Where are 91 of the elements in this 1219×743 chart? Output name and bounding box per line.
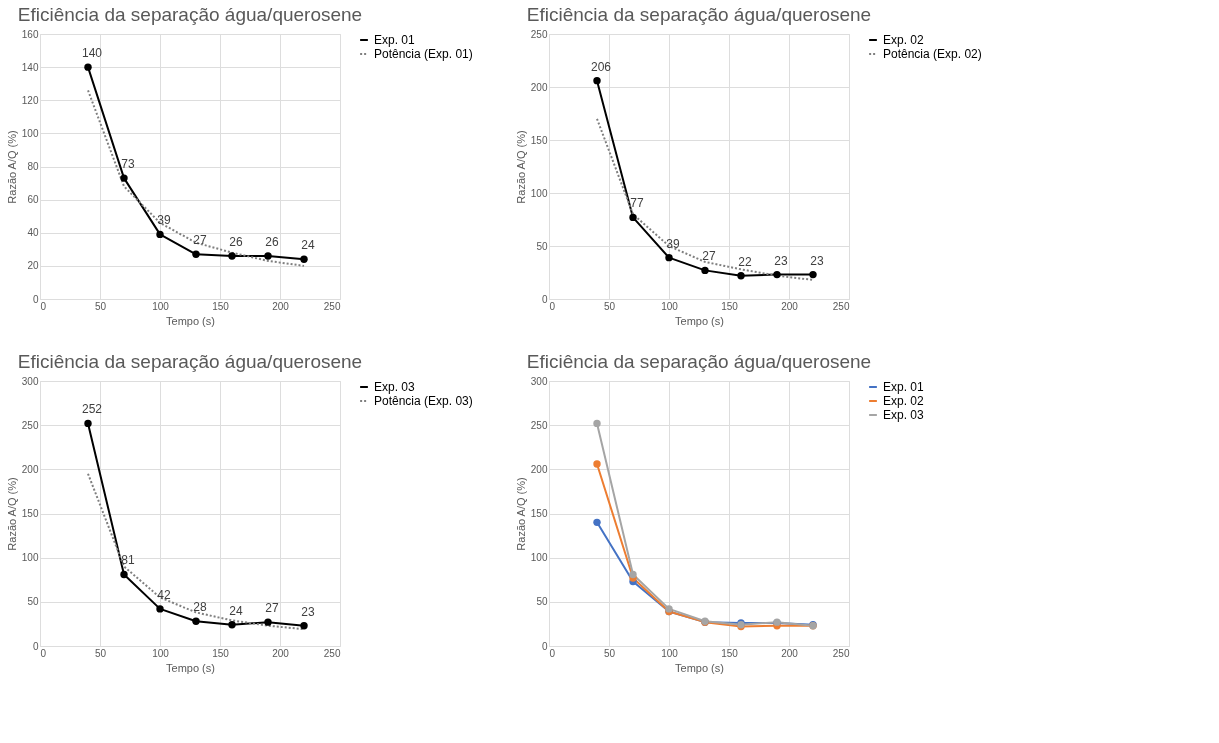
y-tick-label: 250 [530,28,548,40]
data-label: 81 [121,553,135,568]
data-label: 23 [301,604,315,619]
data-label: 27 [265,601,279,616]
legend-label: Potência (Exp. 01) [374,47,473,61]
data-label: 140 [81,46,103,61]
x-tick-label: 50 [603,647,616,659]
y-tick-label: 20 [27,260,39,272]
data-label: 22 [738,254,752,269]
chart-title: Eficiência da separação água/querosene [17,4,363,25]
y-axis-title: Razão A/Q (%) [514,477,527,551]
data-label: 39 [666,236,680,251]
y-tick-label: 250 [530,419,548,431]
x-tick-label: 150 [721,647,739,659]
chart-title: Eficiência da separação água/querosene [526,4,872,25]
data-label: 252 [81,402,103,417]
x-tick-label: 150 [212,300,230,312]
y-tick-label: 40 [27,227,39,239]
data-label: 73 [121,157,135,172]
chart-title: Eficiência da separação água/querosene [17,351,363,372]
y-tick-label: 150 [530,508,548,519]
data-label: 39 [157,213,171,228]
x-tick-label: 100 [152,647,170,659]
y-tick-label: 250 [21,419,39,431]
y-tick-label: 100 [530,187,548,199]
y-tick-label: 300 [530,375,548,387]
y-tick-label: 100 [530,552,548,564]
x-tick-label: 0 [40,647,47,659]
legend-label: Exp. 02 [883,33,925,47]
x-tick-label: 250 [832,300,850,312]
y-tick-label: 150 [21,508,39,519]
y-tick-label: 200 [530,81,548,93]
chart-title: Eficiência da separação água/querosene [526,351,872,372]
y-tick-label: 120 [21,94,39,106]
data-label: 23 [774,253,788,268]
legend-label: Potência (Exp. 02) [883,47,982,61]
y-tick-label: 160 [21,28,39,40]
x-axis-title: Tempo (s) [675,661,724,674]
y-tick-label: 50 [536,596,548,608]
x-tick-label: 200 [781,647,799,659]
x-tick-label: 100 [661,647,679,659]
y-tick-label: 200 [21,463,39,475]
data-label: 42 [157,587,171,602]
y-tick-label: 200 [530,463,548,475]
data-label: 23 [810,253,824,268]
x-axis-title: Tempo (s) [675,314,724,327]
x-tick-label: 150 [212,647,230,659]
data-label: 77 [630,196,644,211]
legend-label: Exp. 01 [374,33,416,47]
data-label: 28 [193,600,207,615]
y-axis-title: Razão A/Q (%) [514,130,527,204]
legend-label: Exp. 01 [883,380,925,394]
y-tick-label: 60 [27,194,39,206]
x-tick-label: 250 [832,647,850,659]
y-tick-label: 150 [530,134,548,146]
x-tick-label: 200 [272,647,290,659]
y-tick-label: 50 [27,596,39,608]
x-tick-label: 200 [781,300,799,312]
data-label: 24 [301,238,315,253]
x-tick-label: 250 [323,647,341,659]
data-label: 24 [229,603,243,618]
x-tick-label: 0 [549,647,556,659]
x-tick-label: 0 [40,300,47,312]
x-tick-label: 200 [272,300,290,312]
data-label: 26 [229,234,243,249]
y-axis-title: Razão A/Q (%) [5,477,18,551]
x-tick-label: 150 [721,300,739,312]
x-tick-label: 250 [323,300,341,312]
x-axis-title: Tempo (s) [166,661,215,674]
x-tick-label: 100 [152,300,170,312]
x-axis-title: Tempo (s) [166,314,215,327]
y-tick-label: 100 [21,127,39,139]
x-tick-label: 50 [94,647,107,659]
y-tick-label: 80 [27,161,39,172]
x-tick-label: 100 [661,300,679,312]
legend-label: Exp. 02 [883,394,925,408]
y-tick-label: 300 [21,375,39,387]
data-label: 206 [590,59,612,74]
x-tick-label: 50 [94,300,107,312]
y-tick-label: 100 [21,552,39,564]
y-tick-label: 50 [536,240,548,252]
x-tick-label: 50 [603,300,616,312]
legend-label: Potência (Exp. 03) [374,394,473,408]
x-tick-label: 0 [549,300,556,312]
y-tick-label: 140 [21,61,39,73]
data-label: 27 [193,233,207,248]
legend-label: Exp. 03 [883,408,925,422]
data-label: 26 [265,234,279,249]
legend-label: Exp. 03 [374,380,416,394]
y-axis-title: Razão A/Q (%) [5,130,18,204]
data-label: 27 [702,249,716,264]
